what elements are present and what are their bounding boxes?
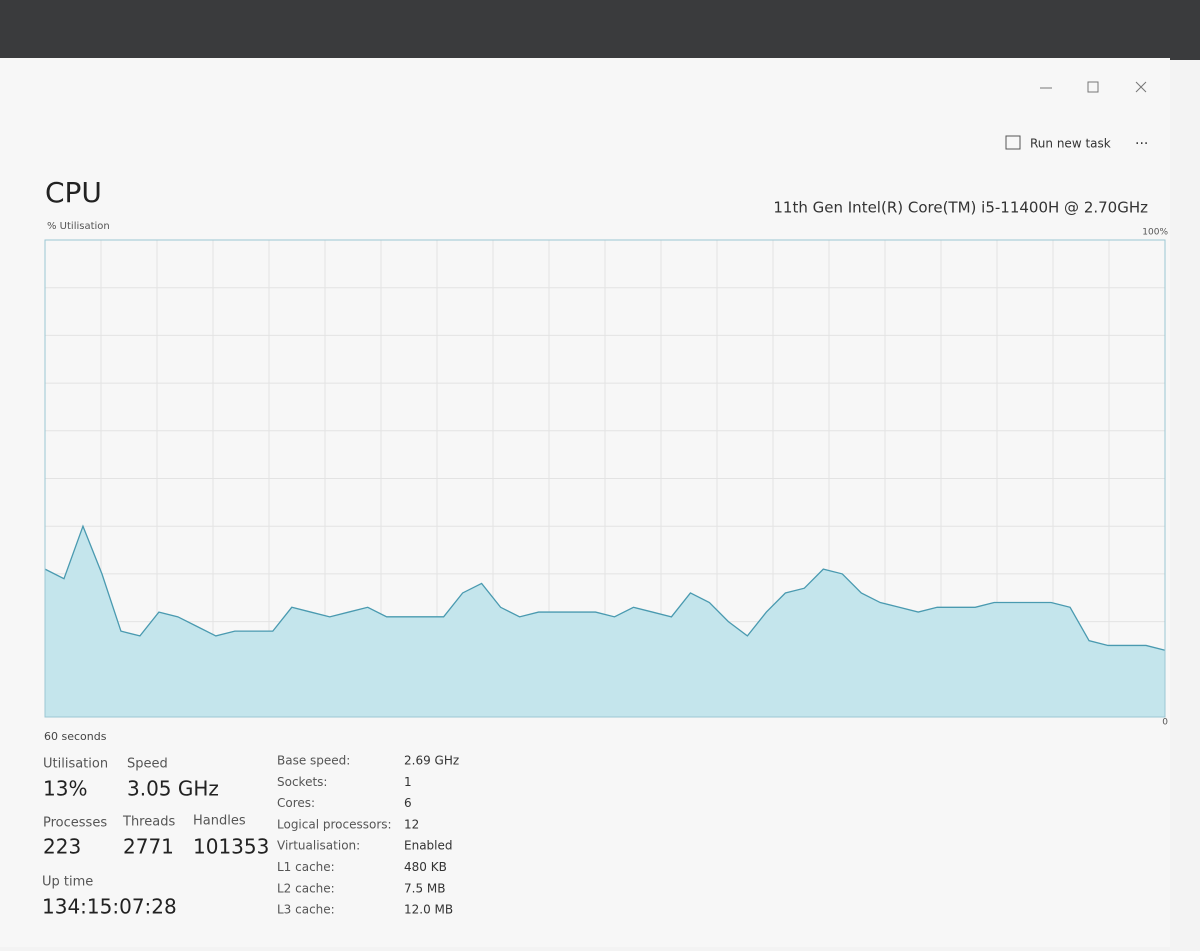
up_time-value: 134:15:07:28 xyxy=(42,895,177,919)
run-new-task[interactable]: Run new task xyxy=(1030,137,1111,151)
processor-name: 11th Gen Intel(R) Core(TM) i5-11400H @ 2… xyxy=(773,199,1148,217)
utilisation-label: Utilisation xyxy=(43,757,108,772)
spec-label: L1 cache: xyxy=(277,860,335,874)
spec-value: Enabled xyxy=(404,839,453,853)
handles-label: Handles xyxy=(193,814,246,829)
screen-bezel xyxy=(0,0,1200,60)
spec-label: Cores: xyxy=(277,796,315,810)
page-title: CPU xyxy=(45,176,102,209)
speed-label: Speed xyxy=(127,757,168,772)
utilisation-area xyxy=(45,526,1165,717)
more-menu[interactable]: ··· xyxy=(1135,136,1148,152)
threads-value: 2771 xyxy=(123,835,174,859)
spec-value: 2.69 GHz xyxy=(404,754,459,768)
spec-label: L3 cache: xyxy=(277,903,335,917)
spec-label: L2 cache: xyxy=(277,881,335,895)
stats: Utilisation 13% Speed 3.05 GHz Processes 223 T… xyxy=(42,754,459,919)
y-axis-label: % Utilisation xyxy=(47,221,110,232)
processes-label: Processes xyxy=(43,816,107,831)
maximize-button[interactable] xyxy=(1087,81,1099,93)
speed-value: 3.05 GHz xyxy=(127,777,219,801)
run-task-icon[interactable] xyxy=(1005,135,1021,150)
plot xyxy=(44,524,1166,717)
spec-label: Logical processors: xyxy=(277,817,392,831)
spec-value: 480 KB xyxy=(404,860,447,874)
utilisation-value: 13% xyxy=(43,777,87,801)
spec-label: Base speed: xyxy=(277,754,350,768)
processes-value: 223 xyxy=(43,835,81,859)
spec-value: 6 xyxy=(404,796,412,810)
window xyxy=(0,58,1170,947)
spec-label: Sockets: xyxy=(277,775,327,789)
utilisation-line xyxy=(44,524,1166,651)
up_time-label: Up time xyxy=(42,875,93,890)
spec-label: Virtualisation: xyxy=(277,839,360,853)
x-axis-label: 60 seconds xyxy=(44,730,107,743)
spec-value: 12.0 MB xyxy=(404,903,453,917)
y-tick-label: 100% xyxy=(1142,228,1168,238)
handles-value: 101353 xyxy=(193,835,269,859)
plot-border xyxy=(44,239,1166,718)
close-button[interactable] xyxy=(1135,81,1147,93)
spec-value: 7.5 MB xyxy=(404,881,445,895)
spec-value: 12 xyxy=(404,817,419,831)
spec-value: 1 xyxy=(404,775,412,789)
y-tick-label: 0 xyxy=(1162,718,1168,728)
threads-label: Threads xyxy=(122,815,175,830)
